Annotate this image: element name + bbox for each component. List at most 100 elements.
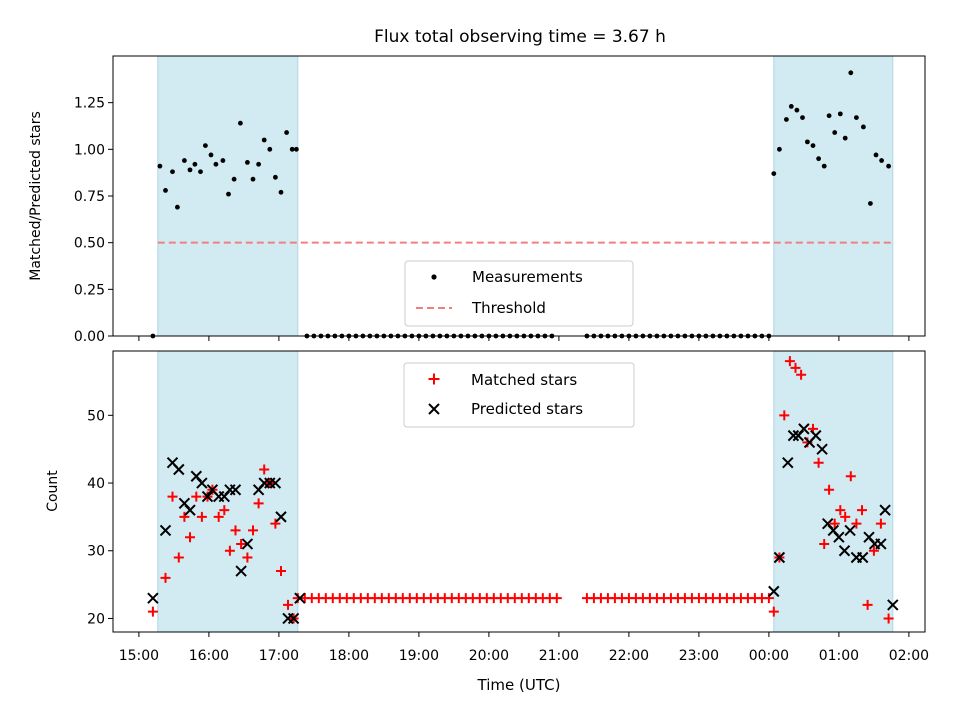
- measurement-point: [800, 115, 805, 120]
- top-legend: Measurements Threshold: [404, 260, 634, 327]
- bottom-legend-box: [403, 362, 635, 428]
- predicted-stars-point: [201, 490, 214, 503]
- x-tick-label: 22:00: [609, 648, 649, 664]
- measurement-point: [294, 146, 299, 152]
- matched-stars-point: [224, 545, 235, 556]
- x-tick-label: 15:00: [119, 648, 159, 664]
- predicted-stars-point: [196, 477, 208, 489]
- matched-stars-point: [819, 538, 830, 549]
- predicted-stars-point: [810, 429, 822, 442]
- matched-stars-point: [840, 511, 851, 522]
- matched-stars-point: [185, 532, 195, 543]
- legend-measurements-marker: [431, 274, 437, 280]
- x-tick-label: 01:00: [819, 648, 859, 664]
- matched-stars-point: [824, 484, 835, 495]
- x-tick-label: 17:00: [259, 648, 299, 664]
- measurement-point: [848, 70, 854, 76]
- measurement-point: [826, 113, 832, 119]
- predicted-stars-point: [887, 599, 899, 611]
- legend-matched-marker: [428, 373, 440, 385]
- predicted-stars-point: [879, 504, 891, 516]
- matched-stars-point: [845, 471, 856, 482]
- legend-predicted-marker: [428, 403, 440, 415]
- matched-stars-point: [857, 505, 867, 516]
- matched-stars-point: [868, 545, 879, 556]
- matched-stars-point: [283, 599, 293, 610]
- measurement-point: [810, 143, 816, 149]
- matched-stars-point: [147, 606, 158, 617]
- predicted-stars-point: [833, 531, 845, 543]
- measurement-point: [777, 146, 782, 152]
- measurement-point: [238, 120, 243, 126]
- top-shaded-window-2: [773, 55, 894, 337]
- matched-stars-point: [191, 491, 202, 502]
- predicted-stars-point: [159, 524, 172, 537]
- measurement-point: [861, 124, 866, 130]
- measurement-point: [794, 107, 800, 113]
- matched-stars-point: [230, 525, 241, 536]
- measurement-point: [231, 176, 237, 182]
- predicted-stars-point: [173, 463, 185, 476]
- predicted-stars-point: [275, 511, 287, 523]
- measurement-point: [278, 189, 284, 195]
- measurement-point: [868, 201, 873, 206]
- top-y-tick-label: 0.75: [74, 189, 105, 205]
- measurement-point: [256, 161, 261, 167]
- predicted-stars-point: [287, 612, 300, 625]
- matched-stars-point: [248, 525, 258, 536]
- predicted-stars-point: [235, 565, 247, 577]
- legend-predicted-label: Predicted stars: [471, 400, 583, 418]
- measurement-point: [245, 160, 250, 165]
- top-y-tick-label: 0.00: [74, 329, 105, 345]
- predicted-stars-point: [229, 484, 242, 496]
- predicted-stars-point: [773, 551, 786, 564]
- predicted-stars-point: [294, 592, 306, 604]
- measurement-point: [289, 146, 295, 152]
- measurement-point: [821, 163, 827, 169]
- legend-threshold-label: Threshold: [471, 299, 546, 317]
- measurement-point: [250, 176, 256, 182]
- matched-stars-point: [551, 593, 562, 604]
- matched-stars-point: [213, 511, 224, 522]
- top-y-axis-label: Matched/Predicted stars: [28, 111, 44, 281]
- predicted-stars-point: [875, 538, 887, 550]
- measurement-point: [187, 167, 193, 173]
- measurement-point: [284, 130, 289, 135]
- bottom-axes-frame: [112, 350, 926, 633]
- measurement-point: [208, 152, 214, 158]
- top-panel: 0.00 0.25 0.50 0.75 1.00 1.25 Matched/Predict…: [28, 55, 926, 345]
- measurement-point: [182, 158, 187, 163]
- predicted-stars-point: [798, 423, 810, 435]
- x-tick-label: 21:00: [539, 648, 579, 664]
- measurement-point: [784, 117, 789, 122]
- matched-stars-point: [768, 606, 779, 617]
- matched-stars-point: [835, 505, 846, 516]
- measurement-point: [198, 169, 203, 175]
- bottom-y-tick-label: 20: [87, 611, 105, 627]
- legend-measurements-label: Measurements: [472, 268, 583, 286]
- measurement-point: [203, 143, 208, 149]
- x-axis-label: Time (UTC): [477, 676, 561, 694]
- measurement-point: [170, 169, 175, 175]
- bottom-y-axis-label: Count: [45, 470, 61, 512]
- top-y-tick-label: 0.25: [74, 282, 105, 298]
- matched-stars-point: [875, 518, 886, 529]
- measurement-point: [842, 135, 848, 141]
- bottom-panel: 20 30 40 50 15:00 16:00 17:00 18:00 19:00 20:00 2…: [45, 350, 929, 664]
- matched-stars-point: [276, 566, 286, 577]
- matched-stars-point: [790, 362, 801, 373]
- matched-stars-point: [851, 518, 862, 529]
- x-tick-label: 23:00: [679, 648, 719, 664]
- x-tick-label: 18:00: [329, 648, 369, 664]
- measurement-point: [771, 171, 777, 177]
- measurement-point: [873, 152, 879, 158]
- predicted-stars-point: [241, 538, 254, 550]
- predicted-stars-point: [269, 477, 282, 489]
- measurement-point: [854, 115, 859, 120]
- bottom-y-tick-label: 50: [87, 408, 105, 424]
- matched-stars-point: [763, 593, 774, 604]
- measurement-point: [175, 204, 180, 210]
- predicted-stars-point: [184, 504, 196, 516]
- top-y-tick-label: 1.00: [74, 142, 105, 158]
- bottom-y-tick-label: 40: [87, 476, 105, 492]
